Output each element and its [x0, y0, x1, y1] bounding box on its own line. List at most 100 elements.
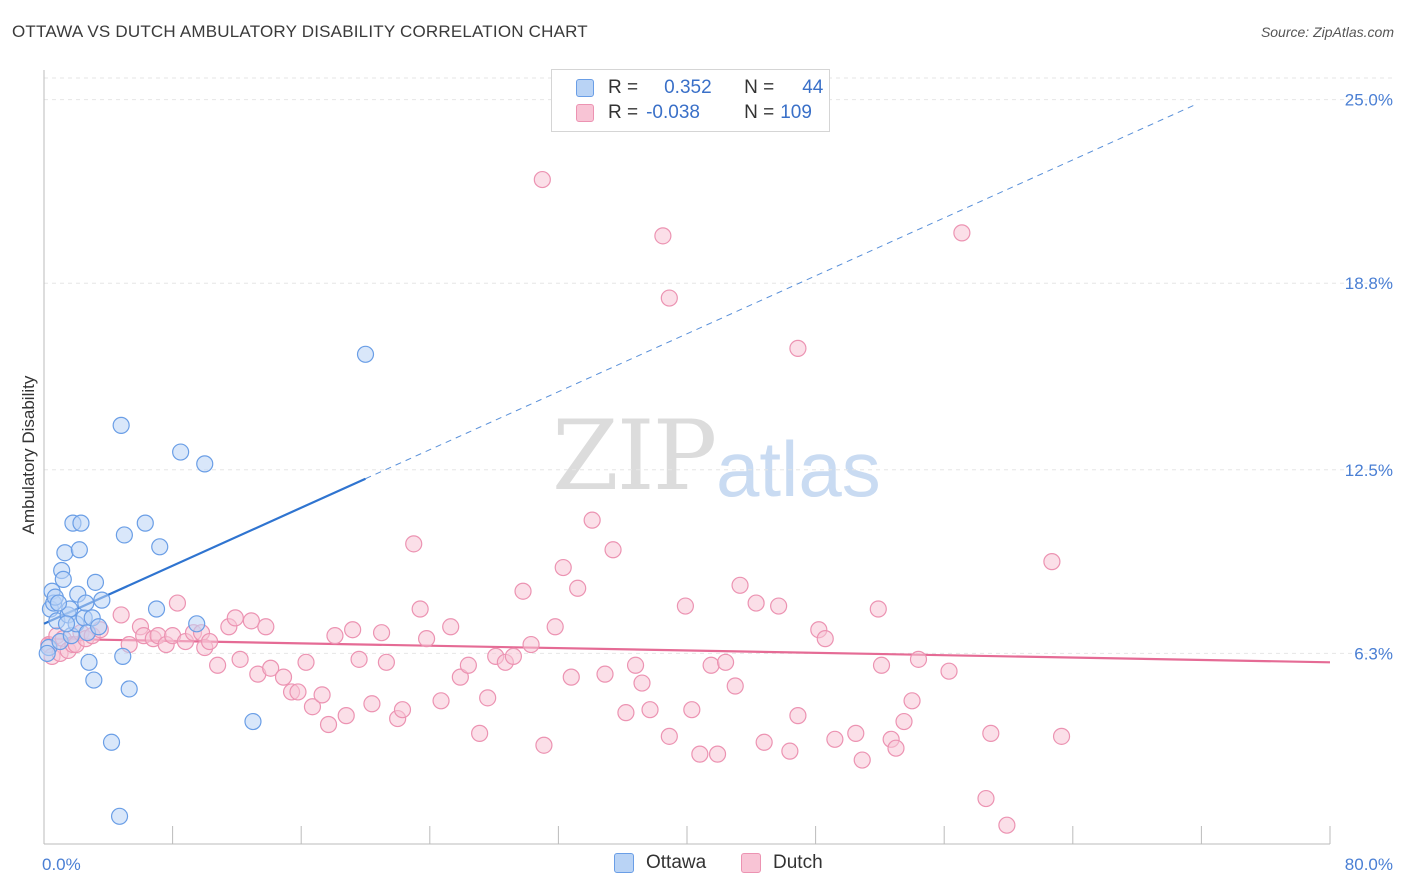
x-tick-label: 0.0% [42, 855, 81, 874]
ottawa-n-label: N = [744, 77, 775, 98]
ottawa-point [356, 345, 375, 363]
grid-layer [44, 77, 1394, 654]
ottawa-point [93, 591, 111, 609]
dutch-point [770, 597, 788, 615]
dutch-n-label: N = [744, 102, 775, 123]
dutch-point [940, 662, 958, 680]
ottawa-point [56, 544, 74, 562]
dutch-point [869, 600, 887, 618]
ottawa-point [90, 618, 108, 636]
ottawa-swatch [576, 79, 594, 97]
ottawa-r-value: 0.352 [664, 77, 712, 98]
dutch-point [209, 656, 227, 674]
ottawa-point [80, 653, 98, 671]
dutch-point [231, 650, 249, 668]
dutch-point [326, 627, 344, 645]
dutch-point [596, 665, 614, 683]
legend-item-ottawa: Ottawa [614, 852, 706, 874]
dutch-point [451, 668, 469, 686]
dutch-point [716, 653, 735, 671]
dutch-point [546, 618, 564, 636]
y-tick-label: 6.3% [1354, 644, 1393, 663]
dutch-point [242, 612, 260, 630]
dutch-point [313, 686, 331, 704]
dutch-point [641, 701, 659, 719]
dutch-point [909, 650, 928, 668]
ottawa-point [172, 443, 190, 461]
x-tick-label: 80.0% [1345, 855, 1393, 874]
dutch-point [660, 289, 678, 307]
dutch-point [1052, 727, 1071, 745]
legend-row-dutch: R = -0.038 N = 109 [576, 101, 812, 125]
dutch-point [604, 541, 622, 559]
axis-layer [43, 70, 1331, 845]
ottawa-legend-label: Ottawa [646, 852, 707, 873]
dutch-point [432, 692, 450, 710]
watermark-atlas: atlas [716, 425, 881, 513]
dutch-point [691, 745, 709, 763]
dutch-point [459, 656, 477, 674]
dutch-point [816, 630, 834, 648]
dutch-point [417, 630, 436, 648]
dutch-point [554, 558, 572, 577]
dutch-point [535, 736, 553, 754]
ottawa-legend-swatch [614, 853, 634, 873]
dutch-point [504, 647, 522, 665]
dutch-point [998, 816, 1016, 834]
dutch-legend-label: Dutch [773, 852, 823, 873]
dutch-point [887, 739, 905, 757]
dutch-n-value: 109 [780, 102, 812, 123]
y-axis-label: Ambulatory Disability [19, 375, 38, 534]
dutch-point [289, 683, 307, 701]
dutch-point [442, 618, 460, 636]
dutch-point [405, 535, 423, 553]
dutch-point [731, 576, 749, 594]
dutch-point [683, 701, 701, 719]
ottawa-point [115, 526, 133, 544]
dutch-point [847, 724, 865, 742]
dutch-point [377, 653, 395, 671]
dutch-point [522, 635, 540, 654]
legend-row-ottawa: R = 0.352 N = 44 [576, 76, 823, 100]
trend-layer [43, 105, 1331, 664]
ottawa-point [54, 570, 72, 588]
dutch-legend-swatch [741, 853, 761, 873]
dutch-point [872, 656, 891, 674]
dutch-point [755, 733, 773, 751]
dutch-point [350, 650, 368, 668]
y-tick-label: 18.8% [1345, 274, 1393, 293]
dutch-point [953, 224, 971, 242]
ottawa-point [120, 680, 138, 698]
ottawa-point [85, 671, 103, 689]
ottawa-point [196, 455, 214, 473]
ottawa-point [110, 807, 129, 825]
y-tick-label: 25.0% [1345, 91, 1393, 110]
dutch-point [262, 659, 280, 677]
ottawa-point [102, 733, 121, 751]
dutch-point [303, 698, 322, 716]
ottawa-point [112, 416, 130, 434]
dutch-point [1043, 553, 1061, 571]
ottawa-n-value: 44 [802, 77, 824, 98]
dutch-point [660, 727, 678, 745]
dutch-point [257, 618, 275, 636]
dutch-point [903, 692, 921, 710]
dutch-point [726, 677, 744, 695]
dutch-point [569, 579, 587, 597]
dutch-point [789, 339, 807, 357]
dutch-point [626, 656, 645, 674]
dutch-point [226, 609, 244, 627]
dutch-point [112, 606, 130, 624]
dutch-point [747, 594, 765, 612]
dutch-point [789, 707, 807, 725]
dutch-r-value: -0.038 [646, 102, 700, 123]
points-layer [38, 170, 1071, 834]
ottawa-point [72, 514, 90, 532]
ottawa-point [188, 615, 206, 633]
dutch-point [533, 170, 551, 189]
dutch-point [514, 582, 532, 600]
chart-title: OTTAWA VS DUTCH AMBULATORY DISABILITY CO… [12, 22, 588, 41]
dutch-point [676, 597, 694, 615]
ottawa-point [151, 538, 169, 556]
ottawa-point [49, 594, 68, 612]
